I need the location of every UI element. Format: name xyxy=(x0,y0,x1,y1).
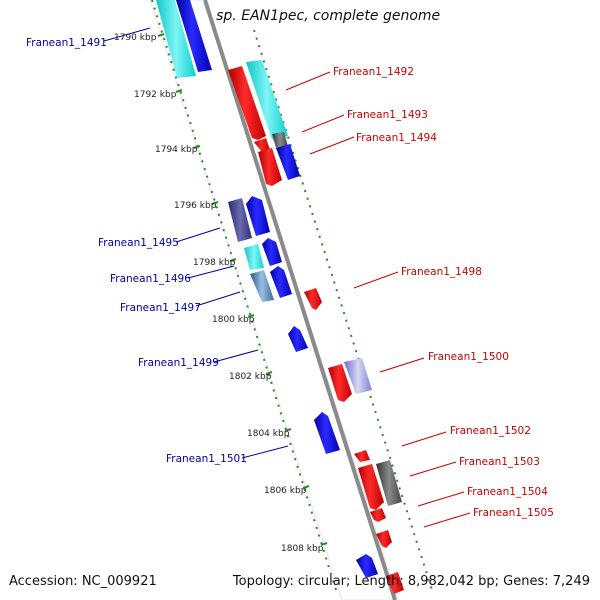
gene-label-1492[interactable]: Franean1_1492 xyxy=(333,66,414,78)
connector-1495 xyxy=(175,227,221,243)
gene-block-1503-gray[interactable] xyxy=(376,460,402,506)
gene-block-1502[interactable] xyxy=(354,450,370,462)
gene-labels: Franean1_1491 Franean1_1492 Franean1_149… xyxy=(26,37,554,519)
connector-1496 xyxy=(187,265,235,279)
tick-label-1790: 1790 kbp xyxy=(114,33,157,43)
gene-label-1494[interactable]: Franean1_1494 xyxy=(356,132,437,144)
tick-mark xyxy=(302,485,310,489)
gene-label-1497[interactable]: Franean1_1497 xyxy=(120,302,201,314)
gene-label-1504[interactable]: Franean1_1504 xyxy=(467,486,548,498)
tick-mark xyxy=(211,201,219,205)
connector-1497 xyxy=(195,291,241,307)
tick-label-1796: 1796 kbp xyxy=(174,201,217,211)
label-connectors xyxy=(103,27,471,528)
connector-1501 xyxy=(241,445,289,459)
gene-label-1499[interactable]: Franean1_1499 xyxy=(138,357,219,369)
gene-block-1501[interactable] xyxy=(314,412,340,454)
connector-1503 xyxy=(409,461,457,477)
tick-mark xyxy=(247,314,255,318)
gene-block-1504[interactable] xyxy=(370,508,386,522)
tick-mark xyxy=(265,371,273,375)
tick-label-1802: 1802 kbp xyxy=(229,372,272,382)
gene-block-1495[interactable] xyxy=(246,196,270,236)
gene-label-1498[interactable]: Franean1_1498 xyxy=(401,266,482,278)
gene-label-1503[interactable]: Franean1_1503 xyxy=(459,456,540,468)
tick-label-1808: 1808 kbp xyxy=(281,544,324,554)
tick-label-1804: 1804 kbp xyxy=(247,429,290,439)
gene-block-1497-b[interactable] xyxy=(270,266,292,298)
connector-1492 xyxy=(285,71,331,91)
gene-block-1494[interactable] xyxy=(258,148,282,186)
connector-1499 xyxy=(213,349,259,363)
tick-mark xyxy=(193,145,201,149)
gene-block-bottom-blue[interactable] xyxy=(356,554,378,578)
gene-label-1495[interactable]: Franean1_1495 xyxy=(98,237,179,249)
gene-block-1492-cyan[interactable] xyxy=(246,60,288,140)
tick-label-1800: 1800 kbp xyxy=(212,315,255,325)
gene-block-1505[interactable] xyxy=(376,530,392,548)
gene-label-1501[interactable]: Franean1_1501 xyxy=(166,453,247,465)
connector-1493 xyxy=(301,114,345,133)
kbp-ticks: 1790 kbp 1792 kbp 1794 kbp 1796 kbp 1798… xyxy=(114,33,328,554)
gene-label-1493[interactable]: Franean1_1493 xyxy=(347,109,428,121)
gene-features xyxy=(156,0,404,594)
gene-block-1499[interactable] xyxy=(288,326,308,352)
gene-label-1491[interactable]: Franean1_1491 xyxy=(26,37,107,49)
tick-label-1798: 1798 kbp xyxy=(193,258,236,268)
tick-mark xyxy=(284,428,292,432)
connector-1505 xyxy=(423,512,471,528)
connector-1504 xyxy=(417,491,465,507)
tick-label-1806: 1806 kbp xyxy=(264,486,307,496)
gene-block-1495-slate[interactable] xyxy=(228,198,252,242)
topology-text: Topology: circular; Length: 8,982,042 bp… xyxy=(232,574,590,589)
accession-text: Accession: NC_009921 xyxy=(9,574,157,589)
gene-label-1500[interactable]: Franean1_1500 xyxy=(428,351,509,363)
gene-block-1491[interactable] xyxy=(156,0,196,78)
connector-1491 xyxy=(103,27,151,42)
gene-block-1494-blue[interactable] xyxy=(276,144,300,180)
tick-mark xyxy=(157,33,165,37)
gene-block-1498[interactable] xyxy=(304,288,322,310)
connector-1502 xyxy=(401,431,447,447)
tick-label-1792: 1792 kbp xyxy=(134,90,177,100)
gene-block-1500[interactable] xyxy=(328,364,352,402)
gene-block-1500-lav[interactable] xyxy=(344,358,372,394)
genome-title: Frankia sp. EAN1pec, complete genome xyxy=(159,8,441,24)
tick-mark xyxy=(320,542,328,546)
gene-label-1505[interactable]: Franean1_1505 xyxy=(473,507,554,519)
tick-label-1794: 1794 kbp xyxy=(155,145,198,155)
gene-block-1493-gray[interactable] xyxy=(272,132,288,148)
gene-block-1492[interactable] xyxy=(228,66,266,140)
gene-block-1493[interactable] xyxy=(254,138,270,152)
gene-label-1502[interactable]: Franean1_1502 xyxy=(450,425,531,437)
gene-block-1491-b[interactable] xyxy=(176,0,212,72)
connector-1498 xyxy=(353,271,399,289)
gene-block-1496[interactable] xyxy=(244,244,264,270)
gene-label-1496[interactable]: Franean1_1496 xyxy=(110,273,191,285)
connector-1500 xyxy=(379,357,425,373)
connector-1494 xyxy=(309,136,355,155)
tick-mark xyxy=(229,258,237,262)
gene-block-1497[interactable] xyxy=(250,270,274,302)
gene-block-bottom-red[interactable] xyxy=(386,572,404,594)
tick-mark xyxy=(175,89,183,93)
gene-block-1503[interactable] xyxy=(358,464,384,510)
genome-axis xyxy=(203,0,397,600)
gene-block-1496-b[interactable] xyxy=(262,238,282,266)
